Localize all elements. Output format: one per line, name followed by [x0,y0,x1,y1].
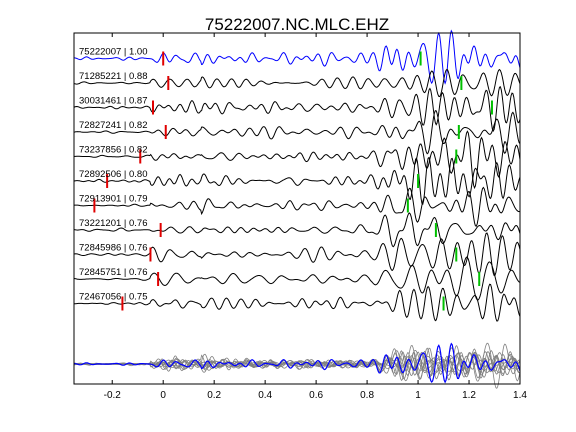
x-tick-label: 0 [160,390,166,401]
trace-line [73,283,521,322]
trace-line [73,256,521,301]
x-tick-label: 0.4 [258,390,272,401]
trace-label: 73237856 | 0.82 [79,145,148,156]
labels-layer: 75222007 | 1.00 71285221 | 0.88 30031461 |… [79,47,148,303]
stack-reference-line [74,342,521,384]
trace-line [73,156,521,206]
stack-layer [73,342,521,389]
trace-label: 73221201 | 0.76 [79,218,148,229]
trace-label: 72827241 | 0.82 [79,120,148,131]
x-axis: -0.2 0 0.2 0.4 0.6 0.8 1 1.2 1.4 [104,33,527,401]
plot-frame [73,32,521,385]
x-tick-label: 0.8 [360,390,374,401]
x-tick-label: 1.2 [462,390,476,401]
picks-layer [93,51,493,311]
trace-line [74,29,521,85]
x-tick-label: -0.2 [104,390,122,401]
trace-label: 72892506 | 0.80 [79,169,148,180]
trace-line [73,86,521,133]
trace-line [73,212,521,248]
trace-line [73,68,521,98]
trace-label: 72913901 | 0.79 [79,194,148,205]
x-tick-label: 1 [415,390,421,401]
x-tick-label: 1.4 [513,390,527,401]
chart-title: 75222007.NC.MLC.EHZ [205,15,389,34]
x-tick-label: 0.2 [207,390,221,401]
trace-label: 71285221 | 0.88 [79,71,148,82]
trace-line [73,130,521,190]
trace-label: 75222007 | 1.00 [79,47,148,58]
trace-line [73,186,521,227]
trace-line [73,232,521,276]
traces-layer [73,29,521,322]
trace-label: 72845751 | 0.76 [79,267,148,278]
trace-label: 72845986 | 0.76 [79,243,148,254]
trace-label: 30031461 | 0.87 [79,96,148,107]
x-tick-label: 0.6 [309,390,323,401]
trace-label: 72467056 | 0.75 [79,292,148,303]
